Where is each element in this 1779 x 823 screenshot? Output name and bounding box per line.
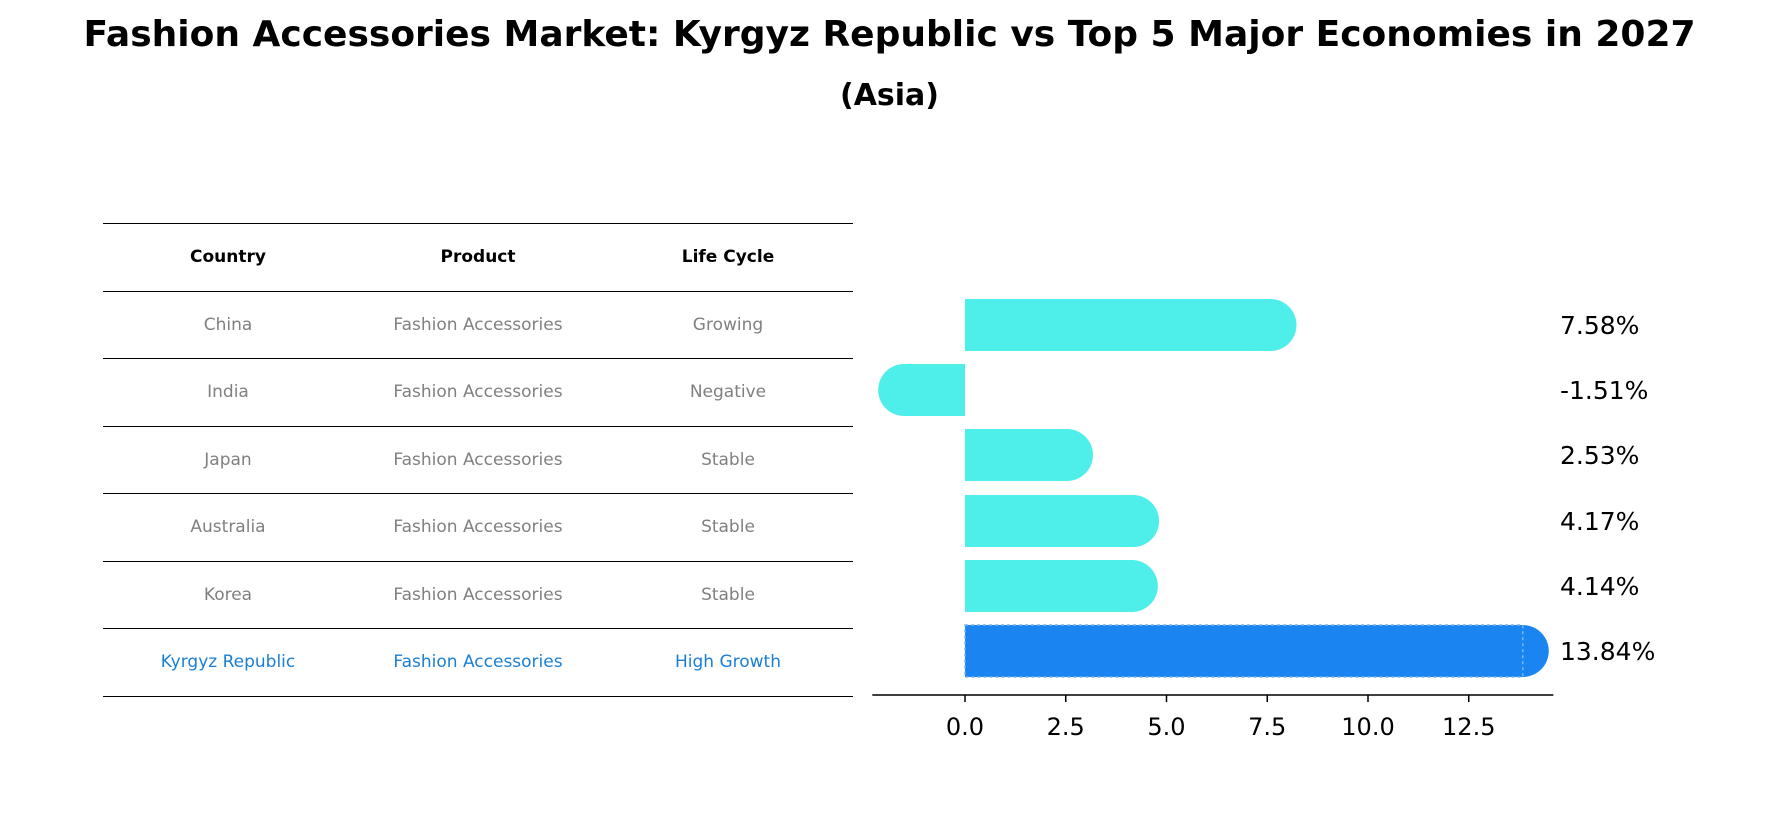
cell-product: Fashion Accessories <box>393 382 563 403</box>
header-product: Product <box>440 247 516 268</box>
bar-cap <box>1105 560 1158 612</box>
cell-product: Fashion Accessories <box>393 517 563 538</box>
cell-life-cycle: Stable <box>701 449 755 470</box>
bar-value-label: -1.51% <box>1560 376 1648 405</box>
chart-subtitle: (Asia) <box>839 78 940 113</box>
cell-country: Japan <box>204 449 252 470</box>
bar-value-label: 4.17% <box>1560 507 1639 536</box>
table-row: Japan Fashion Accessories Stable <box>103 425 853 494</box>
cell-life-cycle: Stable <box>701 517 755 538</box>
x-tick-label: 12.5 <box>1442 713 1495 741</box>
table-row-highlight: Kyrgyz Republic Fashion Accessories High… <box>103 628 853 697</box>
cell-country: Korea <box>203 584 253 605</box>
cell-life-cycle: Stable <box>701 584 755 605</box>
cell-product: Fashion Accessories <box>393 314 563 335</box>
x-tick-label: 5.0 <box>1147 713 1185 741</box>
chart-title: Fashion Accessories Market: Kyrgyz Repub… <box>83 14 1696 55</box>
x-tick-label: 7.5 <box>1248 713 1286 741</box>
bar <box>965 625 1523 677</box>
bar-value-label: 4.14% <box>1560 572 1639 601</box>
bar-value-label: 2.53% <box>1560 441 1639 470</box>
table-header-row: Country Product Life Cycle <box>103 223 853 291</box>
bar <box>965 495 1134 547</box>
bar-cap <box>1244 299 1297 351</box>
table-row: Australia Fashion Accessories Stable <box>103 493 853 561</box>
bar-highlight-outline <box>964 624 1524 678</box>
cell-product: Fashion Accessories <box>393 449 563 470</box>
x-tick-label: 10.0 <box>1341 713 1394 741</box>
bar <box>965 560 1132 612</box>
table-row: Korea Fashion Accessories Stable <box>103 560 853 629</box>
cell-product: Fashion Accessories <box>393 584 563 605</box>
header-life-cycle: Life Cycle <box>681 247 775 268</box>
cell-life-cycle: High Growth <box>674 652 781 673</box>
table-row: India Fashion Accessories Negative <box>103 358 853 426</box>
bar-cap <box>1040 429 1093 481</box>
cell-country: China <box>203 314 253 335</box>
bar-cap <box>878 364 931 416</box>
cell-life-cycle: Negative <box>689 382 767 403</box>
cell-country: Australia <box>190 517 266 538</box>
table-row: China Fashion Accessories Growing <box>103 290 853 359</box>
cell-life-cycle: Growing <box>692 314 764 335</box>
x-tick-label: 2.5 <box>1047 713 1085 741</box>
cell-country: India <box>207 382 249 403</box>
bar-value-label: 13.84% <box>1560 637 1655 666</box>
bar-cap <box>1107 495 1160 547</box>
x-tick-label: 0.0 <box>946 713 984 741</box>
header-country: Country <box>190 247 266 268</box>
cell-product: Fashion Accessories <box>393 652 563 673</box>
bar-value-label: 7.58% <box>1560 311 1639 340</box>
cell-country: Kyrgyz Republic <box>160 652 296 673</box>
bar <box>965 299 1271 351</box>
data-table: Country Product Life Cycle China Fashion… <box>103 223 853 697</box>
